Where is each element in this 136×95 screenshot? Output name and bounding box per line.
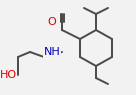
Text: O: O	[48, 17, 56, 27]
Text: NH: NH	[44, 47, 60, 57]
Text: HO: HO	[0, 70, 17, 80]
